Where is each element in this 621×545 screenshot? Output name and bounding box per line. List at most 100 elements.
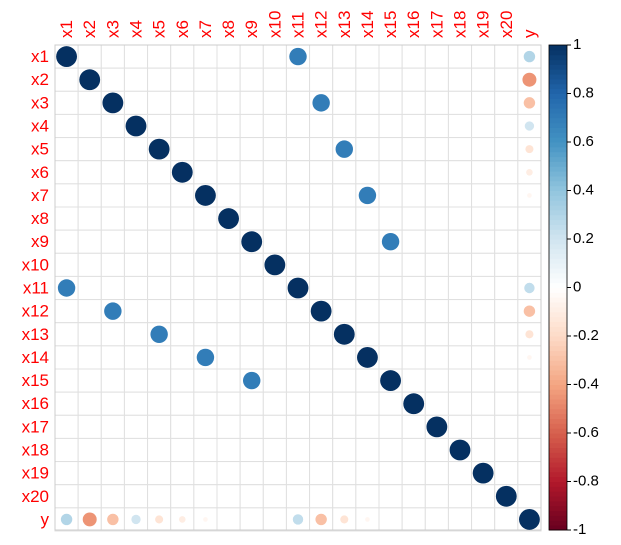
cell: [355, 137, 380, 162]
cell: [170, 252, 195, 277]
colorbar-segment: [549, 190, 567, 196]
corr-circle: [426, 416, 448, 438]
cell: [447, 90, 473, 115]
column-label: x11: [288, 12, 307, 38]
cell: [285, 368, 311, 393]
cell: [401, 252, 426, 277]
cell: [309, 67, 334, 92]
column-label: x1: [57, 20, 76, 38]
cell: [77, 299, 102, 324]
cell: [309, 437, 334, 463]
cell: [355, 90, 380, 115]
colorbar-segment: [549, 127, 567, 133]
cell: [239, 484, 264, 509]
row-label: x2: [31, 70, 49, 89]
cell: [77, 183, 102, 208]
cell: [147, 368, 172, 393]
cell: [216, 484, 241, 509]
cell: [285, 137, 311, 162]
colorbar-segment: [549, 408, 567, 415]
cell: [401, 299, 426, 324]
cell: [378, 299, 403, 324]
cell: [77, 345, 102, 370]
cell: [123, 67, 149, 92]
cell: [170, 368, 195, 393]
cell: [77, 322, 102, 347]
cell: [239, 252, 264, 277]
cell: [216, 275, 241, 301]
cell: [216, 90, 241, 115]
colorbar-segment: [549, 117, 567, 124]
cell: [332, 414, 357, 439]
cell: [123, 183, 149, 208]
cell: [239, 44, 264, 69]
cell: [401, 345, 426, 370]
corr-circle: [195, 185, 216, 206]
cell: [262, 391, 287, 416]
colorbar-segment: [549, 185, 567, 191]
cell: [309, 160, 334, 185]
cell: [170, 345, 195, 370]
cell: [494, 183, 519, 208]
cell: [355, 484, 380, 509]
colorbar-segment: [549, 282, 567, 288]
column-label: x19: [474, 11, 493, 38]
cell: [424, 229, 449, 254]
colorbar-segment: [549, 49, 567, 56]
colorbar-segment: [549, 462, 567, 468]
corr-circle: [472, 462, 494, 484]
cell: [401, 67, 426, 92]
cell: [355, 206, 380, 231]
colorbar-segment: [549, 491, 567, 497]
cell: [216, 183, 241, 208]
cell: [401, 113, 426, 139]
cell: [401, 137, 426, 162]
cell: [100, 345, 125, 370]
cell: [309, 322, 334, 347]
cell: [77, 160, 102, 185]
cell: [239, 345, 264, 370]
cell: [494, 391, 519, 416]
cell: [494, 137, 519, 162]
cell: [471, 252, 496, 277]
cell: [424, 275, 449, 301]
corr-circle: [310, 300, 332, 322]
cell: [309, 414, 334, 439]
colorbar-tick-label: -0.2: [573, 327, 599, 344]
cell: [77, 252, 102, 277]
cell: [239, 90, 264, 115]
colorbar-segment: [549, 471, 567, 478]
colorbar-segment: [549, 384, 567, 390]
colorbar-segment: [549, 69, 567, 75]
colorbar-segment: [549, 355, 567, 361]
corr-circle: [523, 305, 536, 317]
cell: [147, 183, 172, 208]
row-label: x16: [22, 394, 49, 413]
cell: [193, 299, 218, 324]
cell: [216, 67, 241, 92]
corr-circle: [357, 347, 378, 368]
corr-circle: [102, 92, 124, 114]
corr-circle: [333, 323, 355, 345]
cell: [100, 113, 125, 139]
cell: [262, 345, 287, 370]
colorbar-segment: [549, 510, 567, 516]
cell: [54, 206, 79, 231]
cell: [193, 44, 218, 69]
cell: [262, 183, 287, 208]
colorbar-segment: [549, 45, 567, 51]
plot-border: [54, 44, 542, 531]
cell: [378, 206, 403, 231]
colorbar-segment: [549, 146, 567, 153]
cell: [123, 206, 149, 231]
row-label: x12: [22, 302, 49, 321]
cell: [471, 299, 496, 324]
cell: [332, 183, 357, 208]
cell: [447, 345, 473, 370]
column-label: y: [520, 29, 539, 38]
cell: [494, 113, 519, 139]
cell: [285, 67, 311, 92]
colorbar-segment: [549, 389, 567, 395]
cell: [100, 206, 125, 231]
cell: [378, 322, 403, 347]
